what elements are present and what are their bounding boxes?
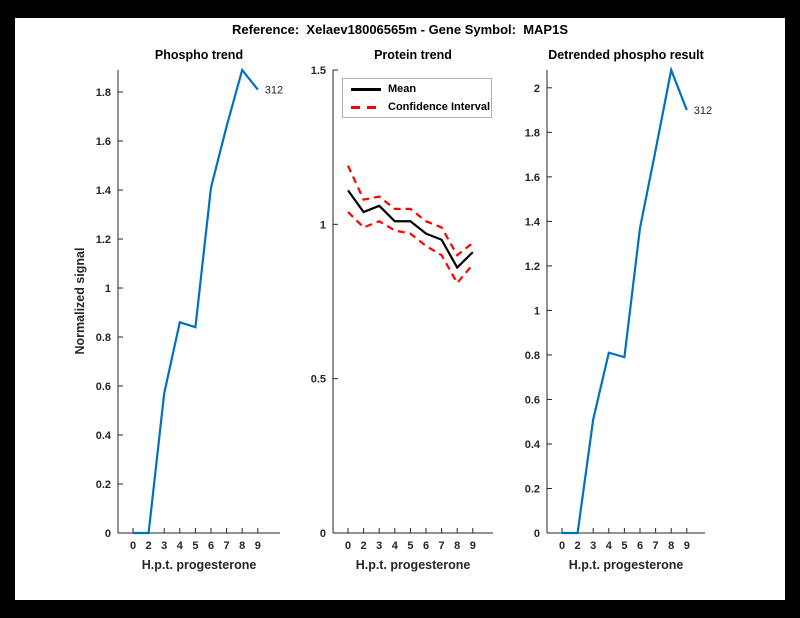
x-axis-label-phospho: H.p.t. progesterone [141, 558, 257, 572]
x-tick-label: 8 [668, 540, 674, 552]
legend-entry-mean: Mean [351, 82, 491, 97]
legend-box: Mean Confidence Interval [342, 78, 492, 118]
y-tick-label: 1.2 [96, 234, 111, 246]
y-tick-label: 0.6 [96, 381, 111, 393]
x-tick-label: 3 [590, 540, 596, 552]
y-tick-label: 0.6 [525, 394, 540, 406]
x-axis-label-detrended: H.p.t. progesterone [568, 558, 684, 572]
y-tick-label: 1 [105, 283, 111, 295]
matlab-figure-canvas: Reference: Xelaev18006565m - Gene Symbol… [15, 18, 785, 600]
series-line-mean [347, 189, 474, 270]
x-tick-label: 5 [407, 540, 413, 552]
y-tick-label: 1.6 [525, 172, 540, 184]
x-tick-label: 7 [224, 540, 230, 552]
figure-title: Reference: Xelaev18006565m - Gene Symbol… [232, 22, 568, 37]
y-tick-label: 1.4 [96, 185, 112, 197]
x-tick-label: 7 [653, 540, 659, 552]
x-tick-label: 6 [208, 540, 214, 552]
x-tick-label: 8 [454, 540, 460, 552]
x-tick-label: 5 [621, 540, 627, 552]
x-tick-label: 6 [637, 540, 643, 552]
endpoint-annotation: 312 [694, 105, 712, 117]
series-line-phospho-signal [133, 67, 259, 535]
y-tick-label: 0.2 [96, 479, 111, 491]
endpoint-annotation: 312 [265, 85, 283, 97]
y-tick-label: 1 [320, 219, 326, 231]
y-tick-label: 1.5 [311, 65, 326, 77]
x-tick-label: 9 [470, 540, 476, 552]
x-tick-label: 2 [146, 540, 152, 552]
y-tick-label: 1 [534, 305, 540, 317]
y-tick-label: 0.5 [311, 374, 326, 386]
subplot-title-protein-trend: Protein trend [374, 48, 452, 62]
y-tick-label: 1.2 [525, 261, 540, 273]
x-tick-label: 0 [345, 540, 351, 552]
x-tick-label: 9 [684, 540, 690, 552]
y-tick-label: 1.8 [525, 127, 540, 139]
x-tick-label: 2 [575, 540, 581, 552]
x-tick-label: 9 [255, 540, 261, 552]
y-tick-label: 0.4 [525, 439, 541, 451]
y-tick-label: 1.6 [96, 136, 111, 148]
y-tick-label: 1.4 [525, 216, 541, 228]
x-tick-label: 0 [130, 540, 136, 552]
y-tick-label: 0 [105, 528, 111, 540]
y-tick-label: 0.2 [525, 483, 540, 495]
x-tick-label: 5 [192, 540, 198, 552]
series-line-detrended-phospho [562, 66, 688, 535]
confidence-interval-line-sample [351, 105, 381, 109]
x-tick-label: 3 [376, 540, 382, 552]
x-tick-label: 4 [606, 540, 613, 552]
x-tick-label: 3 [161, 540, 167, 552]
y-tick-label: 0 [534, 528, 540, 540]
series-line-ci-upper [347, 165, 474, 257]
x-tick-label: 4 [177, 540, 184, 552]
legend-label-confidence-interval: Confidence Interval [388, 101, 491, 113]
x-tick-label: 7 [439, 540, 445, 552]
y-tick-label: 0 [320, 528, 326, 540]
legend-entry-confidence-interval: Confidence Interval [351, 100, 491, 115]
x-tick-label: 8 [239, 540, 245, 552]
subplot-title-phospho-trend: Phospho trend [154, 48, 244, 62]
mean-line-sample [351, 87, 381, 91]
y-tick-label: 1.8 [96, 87, 111, 99]
x-axis-label-protein: H.p.t. progesterone [355, 558, 471, 572]
series-line-ci-lower [347, 211, 474, 285]
x-tick-label: 0 [559, 540, 565, 552]
y-tick-label: 0.8 [96, 332, 111, 344]
x-tick-label: 6 [423, 540, 429, 552]
subplot-title-detrended-phospho: Detrended phospho result [548, 48, 704, 62]
legend-label-mean: Mean [388, 83, 417, 95]
y-tick-label: 0.4 [96, 430, 112, 442]
y-tick-label: 0.8 [525, 350, 540, 362]
y-tick-label: 2 [534, 83, 540, 95]
x-tick-label: 4 [392, 540, 399, 552]
x-tick-label: 2 [361, 540, 367, 552]
